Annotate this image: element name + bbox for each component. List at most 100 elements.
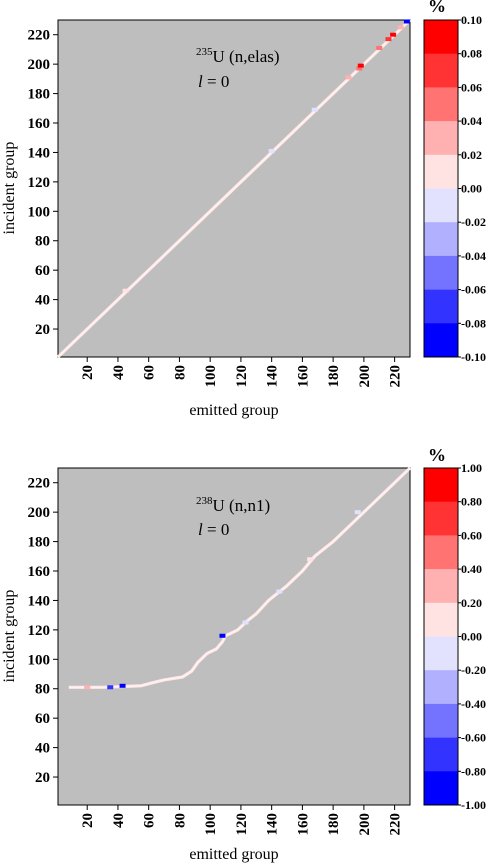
x-tick-label: 180 (326, 365, 342, 388)
colorbar-label: 0.06 (461, 80, 482, 94)
colorbar-label: 1.00 (461, 461, 482, 475)
x-tick-label: 60 (142, 813, 158, 828)
y-tick-label: 220 (28, 28, 51, 44)
y-tick-label: 100 (28, 652, 51, 668)
data-line-core (68, 467, 411, 688)
colorbar-swatch (424, 87, 458, 122)
colorbar-label: -0.80 (461, 764, 486, 778)
colorbar-label: -0.40 (461, 697, 486, 711)
y-tick-label: 220 (28, 476, 51, 492)
colorbar-swatch (424, 535, 458, 570)
x-tick-label: 140 (265, 365, 281, 388)
l-label-bottom: l = 0 (198, 520, 229, 539)
colorbar-swatch (424, 222, 458, 257)
colorbar-bottom: 1.00 0.80 0.60 0.40 0.20 0.00 -0.20 -0.40 -0.60 -… (423, 461, 486, 812)
y-tick-label: 180 (28, 87, 51, 103)
plot-title-top: 235U (n,elas) (196, 46, 280, 66)
y-axis-label-bottom: incident group (1, 590, 18, 683)
x-tick-label: 100 (203, 813, 219, 836)
y-tick-label: 140 (28, 593, 51, 609)
x-tick-label: 160 (295, 813, 311, 836)
x-tick-label: 40 (111, 813, 127, 828)
colorbar-label: -0.60 (461, 731, 486, 745)
y-tick-label: 80 (35, 682, 50, 698)
x-tick-label: 120 (234, 365, 250, 388)
colorbar-swatch (424, 602, 458, 637)
data-cell (354, 510, 361, 515)
y-tick-label: 180 (28, 535, 51, 551)
colorbar-top: 0.10 0.08 0.06 0.04 0.02 0.00 -0.02 -0.04 -0.06 -… (423, 13, 486, 364)
colorbar-swatch (424, 636, 458, 671)
colorbar-label: 0.04 (461, 114, 482, 128)
x-tick-label: 40 (111, 365, 127, 380)
x-tick-label: 120 (234, 813, 250, 836)
l-label-top: l = 0 (198, 72, 229, 91)
x-axis-label-top: emitted group (189, 402, 278, 419)
data-cell (376, 45, 383, 50)
heatmap-panel-top: 20 40 60 80 100 120 140 160 180 200 220 20 40 60 80 10… (1, 0, 486, 419)
data-cell (107, 685, 114, 690)
heatmap-panel-bottom: 20 40 60 80 100 120 140 160 180 200 220 20 40 60 80 10… (1, 445, 486, 863)
colorbar-swatch (424, 121, 458, 156)
data-cell (276, 589, 283, 594)
x-tick-label: 200 (357, 365, 373, 388)
data-cell (119, 683, 126, 688)
y-tick-label: 60 (35, 711, 50, 727)
colorbar-swatch (424, 53, 458, 88)
data-cell (345, 75, 352, 80)
colorbar-label: 0.08 (461, 47, 482, 61)
data-cell (397, 25, 404, 30)
x-axis-label-bottom: emitted group (189, 846, 278, 863)
x-tick-label: 60 (142, 365, 158, 380)
colorbar-unit-top: % (428, 0, 446, 16)
colorbar-label: -0.10 (461, 350, 486, 364)
colorbar-swatch (424, 255, 458, 290)
colorbar-swatch (424, 289, 458, 324)
y-axis-label-top: incident group (1, 142, 18, 235)
x-tick-label: 100 (203, 365, 219, 388)
x-tick-label: 20 (80, 365, 96, 380)
colorbar-unit-bottom: % (428, 445, 446, 465)
y-tick-label: 40 (35, 741, 50, 757)
colorbar-label: -0.04 (461, 249, 486, 263)
data-cell (307, 557, 314, 562)
x-tick-label: 220 (388, 365, 404, 388)
x-tick-label: 80 (172, 813, 188, 828)
curve-marks-bottom (68, 466, 412, 690)
x-ticks-bottom: 20 40 60 80 100 120 140 160 180 200 220 (80, 805, 404, 836)
colorbar-label: -0.08 (461, 316, 486, 330)
colorbar-swatch (424, 569, 458, 604)
colorbar-swatch (424, 737, 458, 772)
colorbar-swatch (424, 468, 458, 502)
y-tick-label: 120 (28, 623, 51, 639)
data-cell (390, 32, 397, 37)
plot-title-bottom: 238U (n,n1) (196, 495, 270, 515)
x-ticks-top: 20 40 60 80 100 120 140 160 180 200 220 (80, 357, 404, 388)
colorbar-label: 0.40 (461, 562, 482, 576)
data-cell (356, 66, 363, 71)
colorbar-swatch (424, 188, 458, 223)
data-cell (403, 19, 410, 24)
colorbar-swatch (424, 323, 458, 358)
data-cell (84, 685, 91, 690)
data-cell (268, 148, 275, 153)
data-cell (122, 288, 129, 293)
x-tick-label: 180 (326, 813, 342, 836)
colorbar-swatch (424, 771, 458, 806)
diagonal-marks-top (56, 18, 412, 359)
x-tick-label: 140 (265, 813, 281, 836)
y-tick-label: 60 (35, 263, 50, 279)
y-tick-label: 20 (35, 322, 50, 338)
colorbar-label: 0.80 (461, 495, 482, 509)
x-tick-label: 200 (357, 813, 373, 836)
colorbar-label: -0.06 (461, 283, 486, 297)
colorbar-swatch (424, 154, 458, 189)
colorbar-label: 0.10 (461, 13, 482, 27)
x-tick-label: 220 (388, 813, 404, 836)
y-tick-label: 140 (28, 145, 51, 161)
y-tick-label: 80 (35, 234, 50, 250)
colorbar-swatch (424, 20, 458, 54)
y-ticks-bottom: 20 40 60 80 100 120 140 160 180 200 220 (28, 476, 58, 786)
y-tick-label: 100 (28, 204, 51, 220)
